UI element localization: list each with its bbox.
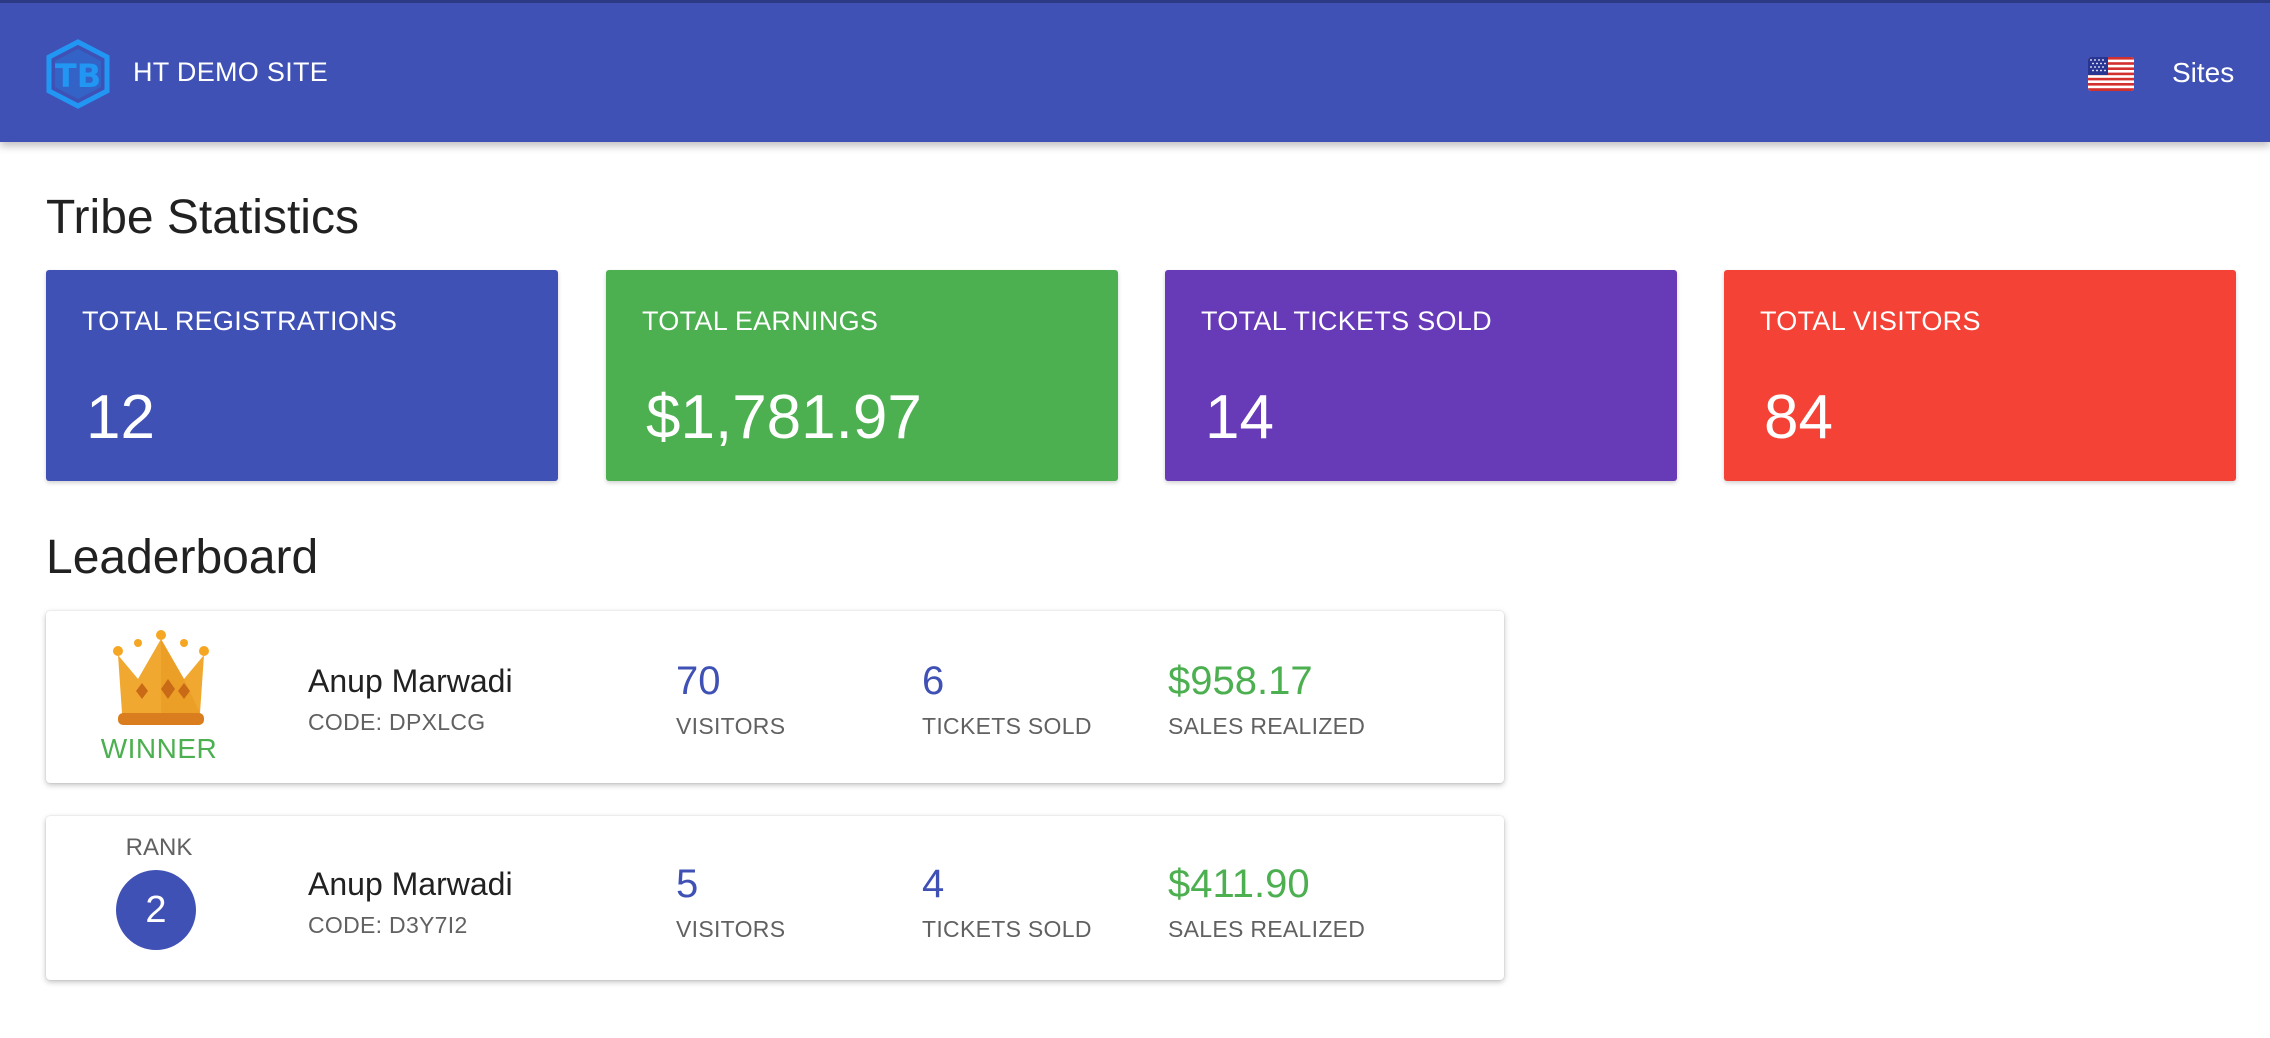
top-app-bar: TB HT DEMO SITE Sites — [0, 0, 2270, 142]
stat-label: TOTAL TICKETS SOLD — [1201, 306, 1492, 336]
visitors-count: 70 — [676, 659, 721, 703]
tickets-sold-label: TICKETS SOLD — [922, 713, 1092, 739]
sales-realized-amount: $958.17 — [1168, 659, 1313, 703]
stat-label: TOTAL VISITORS — [1760, 306, 1981, 336]
visitors-label: VISITORS — [676, 916, 786, 942]
participant-name: Anup Marwadi — [308, 663, 513, 699]
participant-name: Anup Marwadi — [308, 866, 513, 902]
stat-card-earnings: TOTAL EARNINGS $1,781.97 — [606, 270, 1118, 481]
tickets-sold-count: 4 — [922, 862, 945, 906]
stat-label: TOTAL REGISTRATIONS — [82, 306, 398, 336]
sites-link[interactable]: Sites — [2172, 57, 2235, 88]
stat-card-registrations: TOTAL REGISTRATIONS 12 — [46, 270, 558, 481]
winner-badge: WINNER — [100, 733, 218, 764]
rank-badge: 2 — [116, 870, 196, 950]
participant-code: CODE: D3Y7I2 — [308, 912, 468, 938]
statistics-title: Tribe Statistics — [46, 191, 359, 244]
stat-value: 12 — [86, 383, 155, 452]
stat-value: $1,781.97 — [646, 383, 922, 452]
site-name[interactable]: HT DEMO SITE — [133, 57, 329, 87]
tickets-sold-label: TICKETS SOLD — [922, 916, 1092, 942]
stat-label: TOTAL EARNINGS — [642, 306, 879, 336]
tickets-sold-count: 6 — [922, 659, 945, 703]
visitors-label: VISITORS — [676, 713, 786, 739]
stat-value: 14 — [1205, 383, 1274, 452]
sales-realized-label: SALES REALIZED — [1168, 916, 1366, 942]
tb-logo-icon[interactable]: TB — [44, 39, 112, 109]
leaderboard-title: Leaderboard — [46, 531, 319, 584]
us-flag-icon[interactable] — [2088, 57, 2134, 91]
participant-code: CODE: DPXLCG — [308, 709, 486, 735]
visitors-count: 5 — [676, 862, 699, 906]
stat-card-visitors: TOTAL VISITORS 84 — [1724, 270, 2236, 481]
leaderboard-entry-winner[interactable]: WINNER Anup Marwadi CODE: DPXLCG 70 VISI… — [46, 611, 1504, 783]
stat-value: 84 — [1764, 383, 1833, 452]
crown-icon — [106, 629, 216, 729]
svg-text:TB: TB — [55, 57, 101, 95]
sales-realized-label: SALES REALIZED — [1168, 713, 1366, 739]
stat-card-tickets-sold: TOTAL TICKETS SOLD 14 — [1165, 270, 1677, 481]
leaderboard-entry-rank-2[interactable]: RANK 2 Anup Marwadi CODE: D3Y7I2 5 VISIT… — [46, 816, 1504, 980]
rank-label: RANK — [125, 834, 193, 861]
sales-realized-amount: $411.90 — [1168, 862, 1310, 906]
